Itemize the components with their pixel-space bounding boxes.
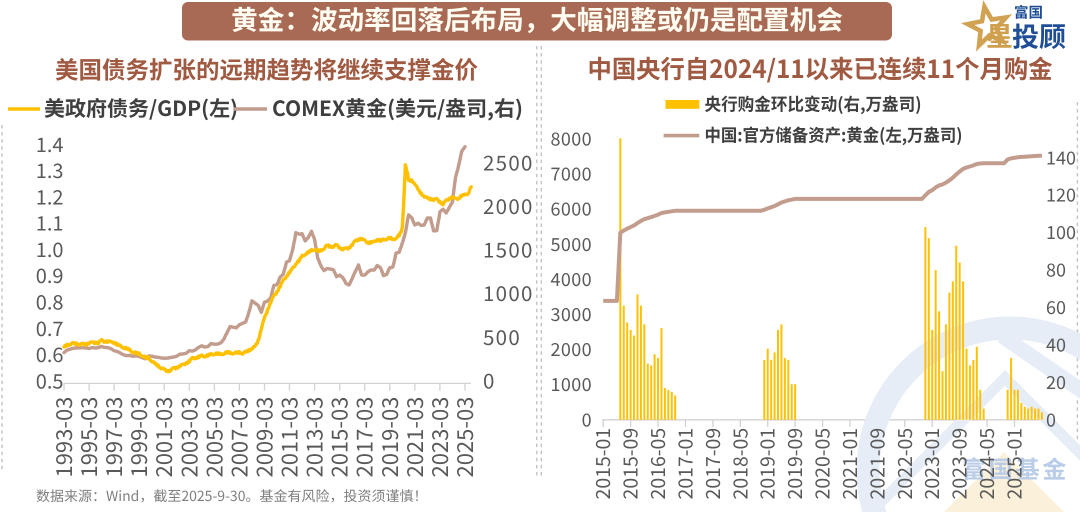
svg-text:2005-03: 2005-03	[197, 397, 229, 478]
svg-text:0: 0	[582, 406, 592, 432]
svg-text:1995-03: 1995-03	[72, 397, 104, 478]
svg-text:投顾: 投顾	[1012, 16, 1066, 55]
svg-text:3000: 3000	[550, 301, 592, 327]
svg-text:0: 0	[483, 364, 496, 394]
svg-text:2019-01: 2019-01	[752, 428, 781, 500]
svg-text:0.5: 0.5	[36, 365, 64, 394]
svg-text:2025-01: 2025-01	[999, 428, 1028, 500]
svg-text:2024-05: 2024-05	[971, 428, 1000, 500]
svg-text:2013-03: 2013-03	[298, 397, 330, 478]
svg-text:20: 20	[1046, 369, 1066, 395]
svg-text:2000: 2000	[483, 190, 534, 220]
svg-text:富国: 富国	[1014, 2, 1043, 23]
svg-text:1.4: 1.4	[36, 129, 64, 158]
svg-text:1.1: 1.1	[36, 208, 64, 237]
svg-text:2019-09: 2019-09	[779, 428, 808, 500]
svg-text:0: 0	[1046, 406, 1056, 432]
svg-text:2021-01: 2021-01	[834, 428, 863, 500]
svg-text:0.7: 0.7	[36, 313, 64, 342]
svg-text:2023-09: 2023-09	[944, 428, 973, 500]
svg-text:2009-03: 2009-03	[248, 397, 280, 478]
svg-text:中国:官方储备资产:黄金(左,万盎司): 中国:官方储备资产:黄金(左,万盎司)	[705, 123, 963, 148]
svg-text:5000: 5000	[550, 231, 592, 257]
svg-text:1500: 1500	[483, 234, 534, 264]
svg-text:2021-09: 2021-09	[861, 428, 890, 500]
svg-text:2017-03: 2017-03	[348, 397, 380, 478]
svg-text:2023-01: 2023-01	[916, 428, 945, 500]
svg-text:140: 140	[1046, 144, 1076, 170]
svg-text:2022-05: 2022-05	[889, 428, 918, 500]
svg-text:40: 40	[1046, 331, 1066, 357]
svg-text:4000: 4000	[550, 266, 592, 292]
svg-text:0.6: 0.6	[36, 339, 64, 368]
svg-text:6000: 6000	[550, 196, 592, 222]
svg-text:2015-09: 2015-09	[615, 428, 644, 500]
svg-text:1999-03: 1999-03	[122, 397, 154, 478]
svg-text:1.0: 1.0	[36, 234, 64, 263]
svg-text:1993-03: 1993-03	[47, 397, 79, 478]
svg-text:2015-03: 2015-03	[323, 397, 355, 478]
svg-text:COMEX黄金(美元/盎司,右): COMEX黄金(美元/盎司,右)	[272, 93, 523, 123]
svg-text:60: 60	[1046, 294, 1066, 320]
svg-text:7000: 7000	[550, 161, 592, 187]
svg-text:120: 120	[1046, 182, 1076, 208]
svg-text:1000: 1000	[483, 277, 534, 307]
svg-text:星: 星	[986, 15, 1013, 54]
svg-text:1000: 1000	[550, 371, 592, 397]
svg-text:2023-03: 2023-03	[423, 397, 455, 478]
svg-text:2018-05: 2018-05	[724, 428, 753, 500]
svg-text:1.3: 1.3	[36, 155, 64, 184]
svg-text:2001-03: 2001-03	[147, 397, 179, 478]
svg-text:中国央行自2024/11以来已连续11个月购金: 中国央行自2024/11以来已连续11个月购金	[588, 50, 1053, 86]
svg-text:2003-03: 2003-03	[172, 397, 204, 478]
svg-text:2021-03: 2021-03	[398, 397, 430, 478]
svg-text:黄金：波动率回落后布局，大幅调整或仍是配置机会: 黄金：波动率回落后布局，大幅调整或仍是配置机会	[231, 0, 843, 38]
svg-text:2007-03: 2007-03	[222, 397, 254, 478]
svg-text:美政府债务/GDP(左): 美政府债务/GDP(左)	[44, 93, 238, 123]
svg-text:500: 500	[483, 321, 521, 351]
svg-text:0.8: 0.8	[36, 287, 64, 316]
svg-text:0.9: 0.9	[36, 260, 64, 289]
svg-text:富国基金: 富国基金	[962, 450, 1069, 485]
svg-text:2025-03: 2025-03	[448, 397, 480, 478]
svg-text:80: 80	[1046, 257, 1066, 283]
svg-text:数据来源：Wind，截至2025-9-30。基金有风险，投资: 数据来源：Wind，截至2025-9-30。基金有风险，投资须谨慎！	[36, 486, 427, 506]
svg-text:1997-03: 1997-03	[97, 397, 129, 478]
svg-text:100: 100	[1046, 219, 1076, 245]
svg-text:1.2: 1.2	[36, 181, 64, 210]
svg-text:2020-05: 2020-05	[807, 428, 836, 500]
svg-text:美国债务扩张的远期趋势将继续支撑金价: 美国债务扩张的远期趋势将继续支撑金价	[55, 51, 478, 86]
svg-text:2015-01: 2015-01	[587, 428, 616, 500]
svg-text:2000: 2000	[550, 336, 592, 362]
svg-text:2011-03: 2011-03	[273, 397, 305, 478]
svg-text:2017-01: 2017-01	[670, 428, 699, 500]
svg-text:2500: 2500	[483, 146, 534, 176]
svg-text:央行购金环比变动(右,万盎司): 央行购金环比变动(右,万盎司)	[705, 92, 922, 117]
svg-text:2019-03: 2019-03	[373, 397, 405, 478]
svg-text:2017-09: 2017-09	[697, 428, 726, 500]
svg-text:8000: 8000	[550, 126, 592, 152]
svg-text:2016-05: 2016-05	[642, 428, 671, 500]
